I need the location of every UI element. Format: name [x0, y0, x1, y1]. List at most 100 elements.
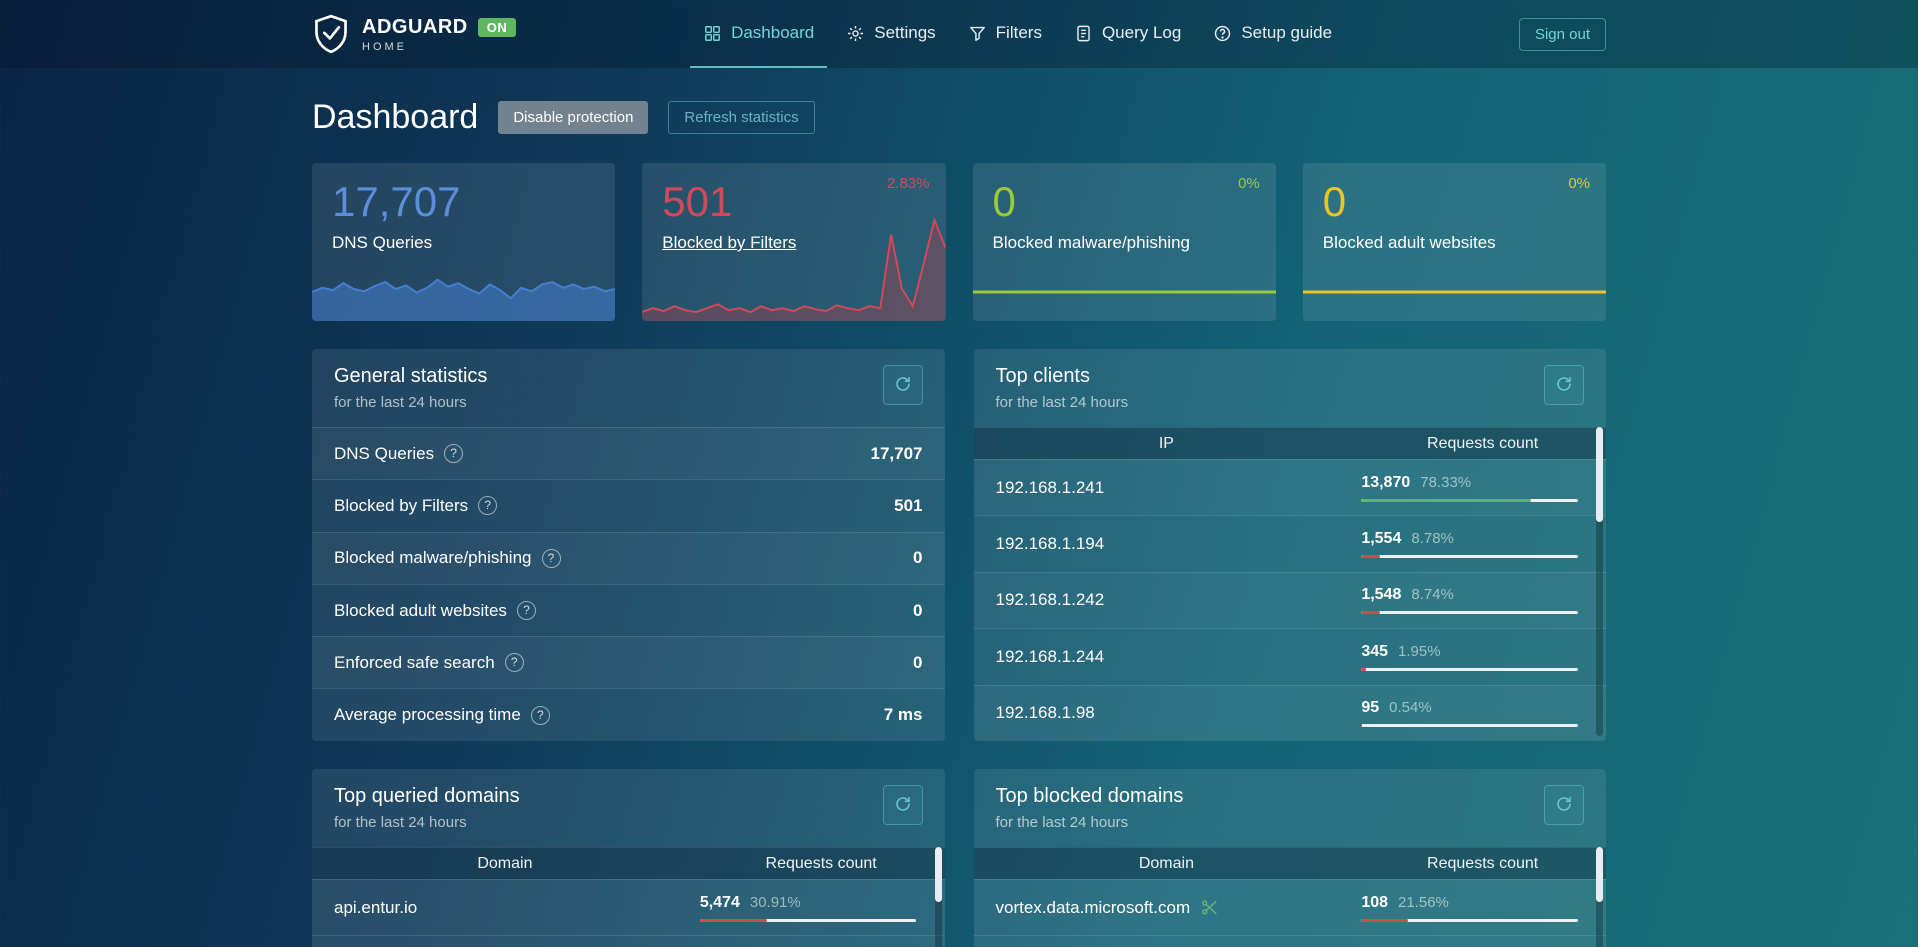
column-header-requests: Requests count	[765, 854, 877, 872]
requests-cell: 95 0.54%	[1359, 699, 1606, 728]
stat-card-label-link[interactable]: Blocked by Filters	[662, 233, 797, 252]
brand-name: ADGUARD	[362, 15, 468, 38]
brand: ADGUARD ON HOME	[312, 13, 517, 55]
refresh-button[interactable]	[1544, 365, 1584, 405]
table-header: Domain Requests count	[312, 847, 945, 879]
domain-name[interactable]: vortex.data.microsoft.com	[974, 898, 1360, 918]
domain-row: vortex.data.microsoft.com 108 21.56%	[973, 879, 1606, 935]
help-icon[interactable]: ?	[541, 548, 561, 568]
stat-row-value: 17,707	[870, 443, 923, 463]
client-row: 192.168.1.98 95 0.54%	[973, 684, 1606, 741]
refresh-icon	[894, 375, 912, 396]
scrollbar-thumb[interactable]	[1596, 847, 1603, 902]
page-head: Dashboard Disable protection Refresh sta…	[312, 98, 1606, 137]
brand-subtitle: HOME	[362, 40, 407, 53]
stat-card-value: 0	[992, 178, 1016, 225]
top-blocked-domains-rows: vortex.data.microsoft.com 108 21.56%	[973, 879, 1606, 935]
help-icon[interactable]: ?	[444, 444, 464, 464]
client-row: 192.168.1.244 345 1.95%	[973, 628, 1606, 684]
help-icon[interactable]: ?	[504, 653, 524, 673]
requests-bar	[1361, 918, 1578, 922]
stat-row: Blocked by Filters? 501	[312, 479, 945, 531]
disable-protection-button[interactable]: Disable protection	[498, 101, 649, 134]
requests-cell: 108 21.56%	[1359, 894, 1606, 922]
refresh-button[interactable]	[1544, 785, 1584, 825]
panel-title: Top clients	[995, 365, 1091, 387]
dashboard-icon	[703, 24, 722, 43]
refresh-statistics-button[interactable]: Refresh statistics	[668, 101, 815, 134]
refresh-icon	[1555, 795, 1573, 816]
panel-title: Top blocked domains	[995, 785, 1184, 807]
request-percent: 21.56%	[1398, 893, 1449, 911]
refresh-icon	[1555, 375, 1573, 396]
column-header-domain: Domain	[477, 854, 533, 872]
client-ip[interactable]: 192.168.1.242	[995, 590, 1105, 610]
request-count: 95	[1361, 699, 1380, 717]
stat-row-label: Blocked malware/phishing	[334, 548, 532, 568]
stat-card-value: 0	[1322, 178, 1347, 225]
refresh-button[interactable]	[882, 365, 923, 405]
protection-status-badge: ON	[477, 17, 517, 37]
table-header: Domain Requests count	[973, 847, 1606, 879]
scrollbar-track	[934, 847, 942, 947]
domain-row: api.entur.io 5,474 30.91%	[312, 879, 945, 935]
requests-bar	[699, 918, 917, 922]
stat-row-label: Blocked adult websites	[334, 600, 507, 620]
requests-cell: 5,474 30.91%	[698, 894, 945, 922]
panel-header: General statistics for the last 24 hours	[312, 349, 945, 427]
stat-row-label: Blocked by Filters	[334, 495, 469, 515]
stat-row: Blocked malware/phishing? 0	[312, 531, 945, 584]
scrollbar-thumb[interactable]	[1596, 427, 1603, 522]
settings-icon	[846, 24, 865, 43]
nav-item-query-log[interactable]: Query Log	[1061, 0, 1194, 68]
stat-card-label: DNS Queries	[332, 233, 433, 252]
client-ip[interactable]: 192.168.1.244	[995, 646, 1105, 666]
nav-item-dashboard[interactable]: Dashboard	[690, 0, 828, 68]
stat-card-dns-queries: 17,707 DNS Queries	[312, 163, 616, 321]
request-count: 5,474	[699, 893, 740, 911]
client-row: 192.168.1.194 1,554 8.78%	[973, 515, 1606, 571]
domain-name[interactable]: api.entur.io	[334, 897, 418, 917]
panel-header: Top queried domains for the last 24 hour…	[312, 769, 945, 847]
nav-item-setup-guide[interactable]: Setup guide	[1200, 0, 1345, 68]
adguard-logo-icon	[312, 13, 350, 55]
top-clients-panel: Top clients for the last 24 hours IP Req…	[973, 349, 1606, 741]
client-ip[interactable]: 192.168.1.194	[995, 534, 1105, 554]
panel-subtitle: for the last 24 hours	[995, 814, 1129, 831]
client-ip[interactable]: 192.168.1.98	[995, 703, 1095, 723]
help-icon[interactable]: ?	[530, 705, 550, 725]
help-icon[interactable]: ?	[478, 496, 498, 516]
nav-item-settings[interactable]: Settings	[833, 0, 948, 68]
stat-row: Average processing time? 7 ms	[312, 688, 945, 740]
table-header: IP Requests count	[973, 427, 1606, 459]
sign-out-button[interactable]: Sign out	[1518, 17, 1606, 51]
requests-bar	[1361, 498, 1578, 502]
scrollbar-track	[1596, 847, 1603, 947]
top-blocked-domains-panel: Top blocked domains for the last 24 hour…	[973, 769, 1606, 947]
requests-cell: 1,554 8.78%	[1359, 530, 1606, 559]
stat-row-value: 0	[913, 600, 923, 620]
request-percent: 30.91%	[749, 893, 801, 911]
client-ip[interactable]: 192.168.1.241	[995, 477, 1105, 497]
help-icon[interactable]: ?	[516, 601, 536, 621]
scrollbar-thumb[interactable]	[934, 847, 942, 902]
stat-card-percent: 0%	[1568, 175, 1590, 192]
setup-guide-icon	[1213, 24, 1232, 43]
stat-row: DNS Queries? 17,707	[312, 427, 945, 479]
stat-row-value: 0	[913, 548, 923, 568]
stat-card-blocked-malware-phishing: 0% 0 Blocked malware/phishing	[972, 163, 1276, 321]
general-statistics-panel: General statistics for the last 24 hours…	[312, 349, 945, 741]
panel-subtitle: for the last 24 hours	[334, 394, 467, 411]
top-queried-domains-panel: Top queried domains for the last 24 hour…	[312, 769, 945, 947]
requests-bar	[1361, 555, 1578, 559]
nav-item-filters[interactable]: Filters	[955, 0, 1055, 68]
stat-row-value: 501	[894, 495, 923, 515]
request-percent: 78.33%	[1420, 473, 1472, 491]
sparkline-chart	[972, 289, 1276, 321]
refresh-button[interactable]	[882, 785, 923, 825]
stat-card-percent: 2.83%	[886, 175, 930, 192]
page-title: Dashboard	[312, 98, 479, 136]
nav-item-label: Query Log	[1101, 23, 1182, 42]
navbar: ADGUARD ON HOME Dashboard Settings Filters…	[0, 0, 1918, 68]
stat-card-label: Blocked malware/phishing	[992, 233, 1191, 252]
